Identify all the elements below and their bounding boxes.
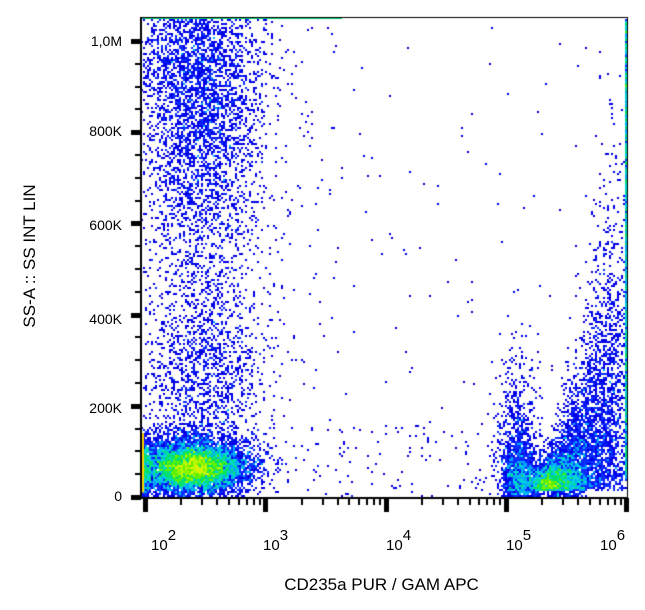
x-tick-label: 104: [386, 527, 412, 554]
x-axis-title: CD235a PUR / GAM APC: [284, 575, 479, 594]
y-axis-title: SS-A :: SS INT LIN: [20, 184, 39, 328]
y-tick-label: 1,0M: [90, 33, 122, 49]
x-tick-label: 102: [151, 527, 177, 554]
x-tick-label: 103: [263, 527, 289, 554]
y-tick-label: 0: [114, 488, 122, 504]
y-tick-label: 400K: [89, 311, 122, 327]
x-tick-label: 105: [506, 527, 532, 554]
x-tick-label: 106: [600, 527, 626, 554]
y-tick-label: 800K: [89, 123, 122, 139]
y-tick-label: 600K: [89, 217, 122, 233]
y-tick-label: 200K: [89, 400, 122, 416]
